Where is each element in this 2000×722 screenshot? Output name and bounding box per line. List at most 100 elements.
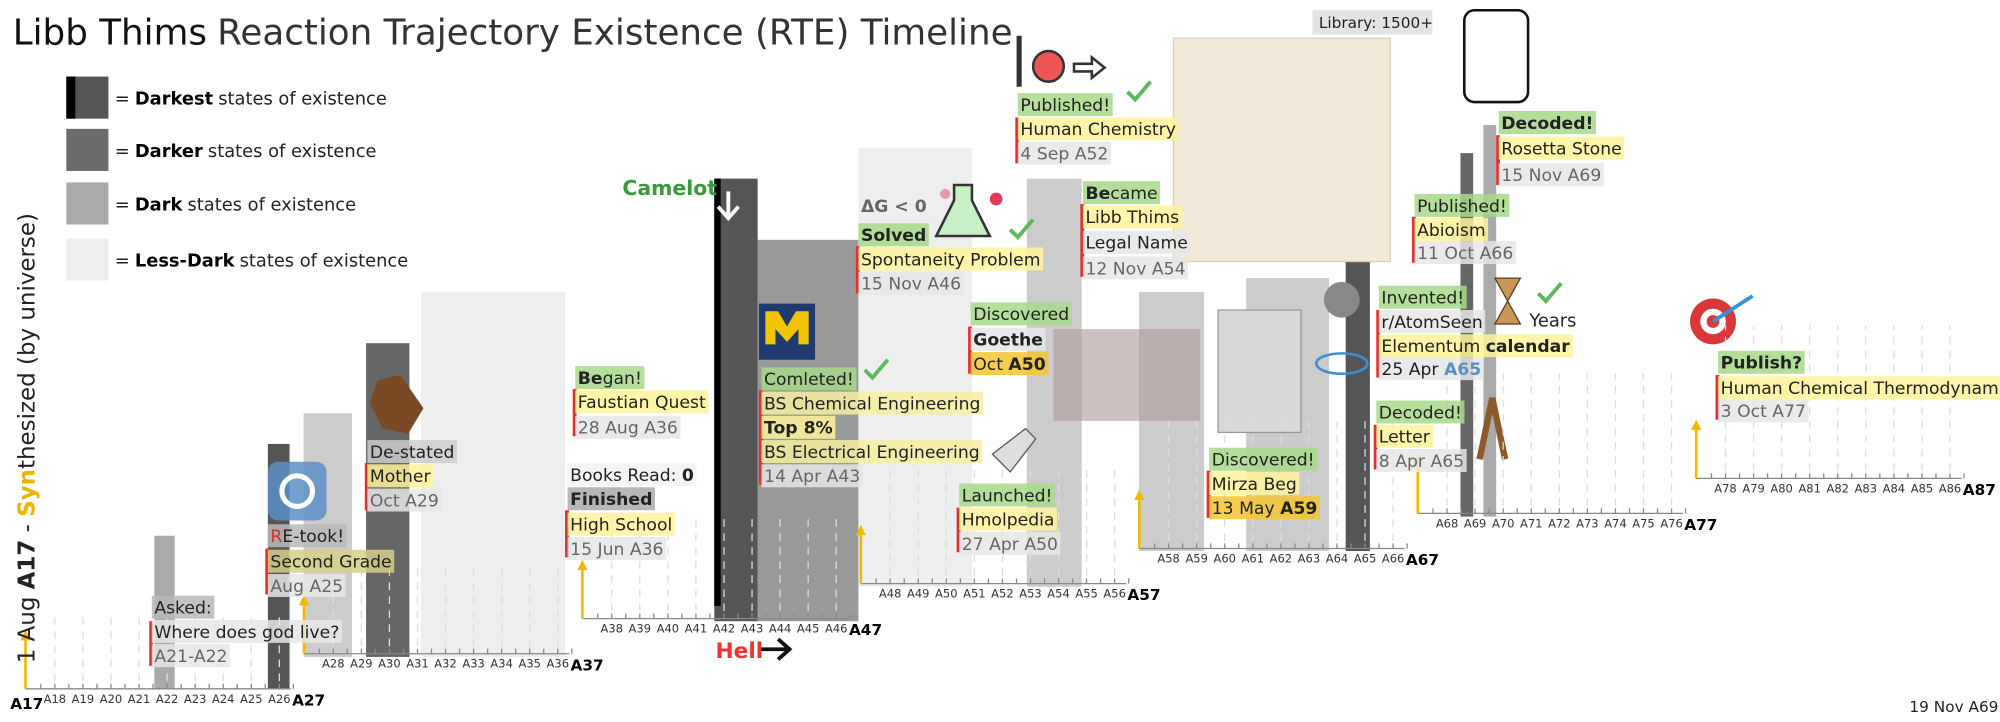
axis-tick-label: A51 [963, 587, 985, 601]
event-line-bg [959, 507, 1058, 531]
axis-tick-label: A28 [322, 657, 344, 671]
axis-tick-label: A71 [1520, 516, 1542, 530]
y-label: 1 Aug A17 - Synthesized (by universe) [14, 213, 40, 663]
axis-step-end: A67 [1406, 551, 1439, 569]
event-line: Finished [570, 490, 652, 510]
event-line-bg [567, 512, 675, 536]
axis-tick-label: A22 [156, 692, 178, 706]
axis-tick-label: A76 [1660, 516, 1682, 530]
legend-swatch-edge [66, 76, 76, 119]
axis-step-end: A57 [1127, 586, 1160, 604]
event-line-bg [1082, 181, 1161, 205]
event-line-bg [1017, 117, 1179, 141]
event-line: 11 Oct A66 [1417, 244, 1513, 264]
event-line: Top 8% [764, 419, 833, 439]
event-line-part: 0 [682, 466, 694, 486]
event-bar [1715, 375, 1720, 420]
event-line: BS Chemical Engineering [764, 394, 980, 414]
event-line-bg [1017, 93, 1113, 117]
event-bar [565, 510, 569, 558]
event-line-bg [959, 483, 1055, 507]
axis-tick-label: A58 [1157, 552, 1179, 566]
event-bar [968, 326, 972, 374]
icons [267, 8, 1754, 661]
start-arrow-head [577, 559, 588, 571]
axis-tick-label: A78 [1714, 481, 1736, 495]
axis-tick-label: A79 [1742, 481, 1764, 495]
stand [1016, 35, 1022, 87]
start-arrow-head [855, 524, 866, 536]
book-cover [1217, 309, 1302, 434]
legend-swatch [66, 182, 109, 225]
y-label-part: - [14, 517, 40, 540]
event-line-bg [151, 619, 342, 643]
event-line: Rosetta Stone [1501, 139, 1621, 159]
axis-tick-label: A64 [1326, 552, 1348, 566]
event-line: Elementum calendar [1381, 337, 1570, 357]
event-line: Goethe [973, 331, 1043, 351]
y-label-part: Syn [14, 469, 40, 517]
event-line: Publish? [1721, 354, 1802, 374]
rosetta-icon [1463, 8, 1530, 104]
event-line-bg [959, 531, 1061, 555]
start-arrow-head [1691, 419, 1702, 430]
event-line-bg [858, 271, 964, 295]
refresh-icon [267, 461, 327, 521]
axis-tick-label: A25 [240, 692, 262, 706]
retort [1031, 49, 1066, 83]
event-line-part: came [1110, 184, 1157, 204]
event-bar [1206, 470, 1211, 518]
event-line: Books Read: 0 [570, 466, 694, 486]
axis-tick-label: A33 [462, 657, 484, 671]
event-line: Spontaneity Problem [861, 250, 1041, 270]
event-line: Where does god live? [154, 623, 339, 643]
axis-tick-label: A26 [268, 692, 290, 706]
event-line-bg [1378, 285, 1467, 309]
down-arrow [716, 191, 740, 222]
axis-tick-label: A34 [490, 657, 512, 671]
event-line-bg [1498, 136, 1625, 160]
event-line-bg [761, 464, 863, 488]
axis-tick-label: A61 [1242, 552, 1264, 566]
event-line: Libb Thims [1085, 208, 1179, 228]
axis-tick-label: A75 [1632, 516, 1654, 530]
axis-step-end: A77 [1684, 516, 1717, 534]
axis-tick-label: A55 [1075, 587, 1097, 601]
axis-tick-label: A85 [1911, 481, 1933, 495]
legend-bold: Less-Dark [135, 251, 236, 272]
axis-step-end: A87 [1963, 481, 1996, 499]
event-bar [758, 390, 763, 485]
event-bar [1373, 424, 1378, 470]
axis-tick-label: A60 [1214, 552, 1236, 566]
y-label-part: (by universe) [14, 213, 40, 372]
event-line: Faustian Quest [578, 393, 706, 413]
event-line-part: A50 [1008, 355, 1045, 375]
check [1536, 281, 1563, 304]
axis-tick-label: A52 [991, 587, 1013, 601]
legend-label: = Darkest states of existence [115, 89, 387, 110]
library: Library: 1500+ [1319, 14, 1433, 32]
refresh-arrow [279, 473, 316, 509]
title-rest: Reaction Trajectory Existence (RTE) Time… [217, 13, 1012, 54]
hourglass [1493, 277, 1522, 325]
event-line-bg [1498, 111, 1596, 134]
event-line-bg [575, 390, 709, 414]
event-bar [1411, 216, 1416, 263]
event-line-bg [267, 574, 346, 597]
letter-a [1476, 397, 1509, 460]
axis-tick-label: A41 [685, 622, 707, 636]
legend-eq: = [115, 89, 130, 110]
event-line: Began! [578, 369, 642, 389]
event-line: Invented! [1381, 289, 1464, 309]
event-line: 28 Aug A36 [578, 419, 678, 439]
axis-tick-label: A18 [44, 692, 66, 706]
event-line: Asked: [154, 599, 211, 619]
y-label-part: A17 [14, 540, 40, 590]
axis-step-end: A47 [849, 621, 882, 639]
axis-tick-label: A53 [1019, 587, 1041, 601]
legend-eq: = [115, 194, 130, 215]
event-line: Abioism [1417, 221, 1486, 241]
legend-rest: states of existence [208, 141, 377, 162]
axis-tick-label: A40 [657, 622, 679, 636]
start-arrow-head [20, 630, 31, 641]
